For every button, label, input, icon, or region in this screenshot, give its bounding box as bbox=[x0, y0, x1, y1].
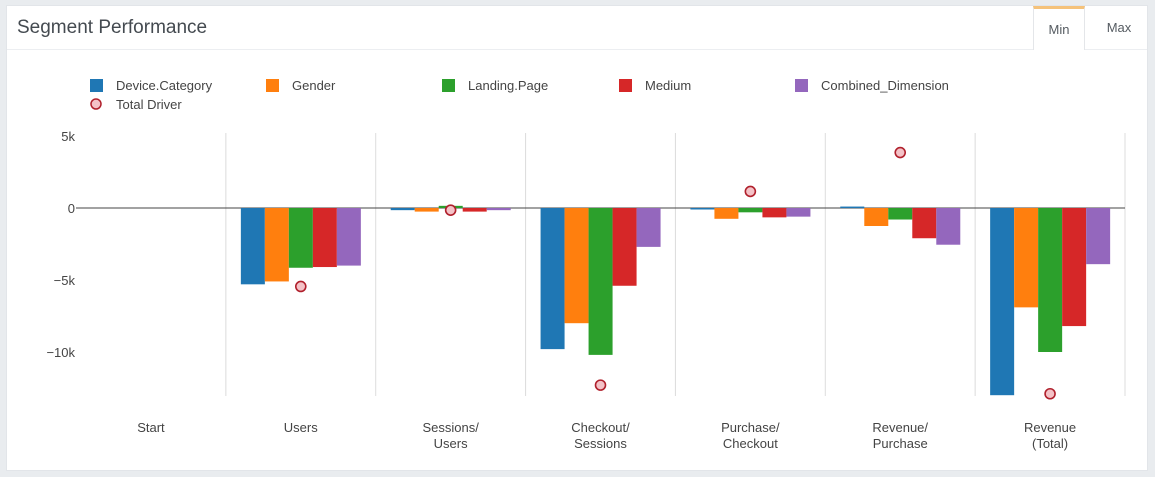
bar bbox=[486, 208, 511, 211]
legend-label: Total Driver bbox=[116, 97, 182, 112]
legend-marker bbox=[90, 98, 102, 110]
bar bbox=[336, 208, 361, 266]
total-driver-point bbox=[294, 280, 307, 293]
total-driver-point bbox=[744, 185, 757, 198]
x-tick-label: Users bbox=[284, 420, 318, 435]
legend-swatch bbox=[619, 79, 632, 92]
legend-swatch bbox=[266, 79, 279, 92]
x-axis: Start Users Sessions/Users Checkout/Session… bbox=[137, 420, 1076, 451]
bar bbox=[540, 208, 565, 350]
y-axis: 5k 0 −5k −10k bbox=[46, 129, 75, 360]
x-tick-label: Revenue/Purchase bbox=[872, 420, 928, 451]
legend-label: Combined_Dimension bbox=[821, 78, 949, 93]
bar bbox=[288, 208, 313, 268]
bar bbox=[738, 208, 763, 213]
bars bbox=[240, 205, 1111, 396]
panel-header: Segment Performance Min Max bbox=[7, 6, 1147, 50]
total-driver-point bbox=[894, 146, 907, 159]
y-tick-label: −10k bbox=[46, 345, 75, 360]
bar bbox=[588, 208, 613, 355]
tab-min[interactable]: Min bbox=[1033, 6, 1085, 50]
bar bbox=[240, 208, 265, 285]
bar bbox=[414, 208, 439, 212]
bar bbox=[990, 208, 1015, 396]
bar bbox=[564, 208, 589, 324]
x-tick-label: Checkout/Sessions bbox=[571, 420, 630, 451]
legend-label: Landing.Page bbox=[468, 78, 548, 93]
panel-title: Segment Performance bbox=[17, 17, 208, 38]
bar bbox=[390, 208, 415, 211]
bar bbox=[1014, 208, 1039, 308]
x-tick-label: Start bbox=[137, 420, 165, 435]
x-tick-label: Purchase/Checkout bbox=[721, 420, 780, 451]
legend-label: Device.Category bbox=[116, 78, 213, 93]
total-driver-markers bbox=[294, 146, 1056, 400]
legend-swatch bbox=[795, 79, 808, 92]
y-tick-label: −5k bbox=[54, 273, 76, 288]
bar bbox=[690, 208, 715, 210]
bar bbox=[312, 208, 337, 268]
bar bbox=[840, 206, 865, 209]
y-tick-label: 0 bbox=[68, 201, 75, 216]
bar bbox=[264, 208, 289, 282]
bar bbox=[786, 208, 811, 217]
total-driver-point bbox=[444, 204, 457, 216]
bar bbox=[864, 208, 889, 226]
x-tick-label: Revenue (Total) bbox=[1024, 420, 1076, 451]
y-tick-label: 5k bbox=[61, 129, 75, 144]
bar bbox=[1038, 208, 1063, 352]
legend-label: Gender bbox=[292, 78, 336, 93]
bar bbox=[888, 208, 913, 220]
bar bbox=[612, 208, 637, 286]
legend-swatch bbox=[442, 79, 455, 92]
bar bbox=[912, 208, 937, 239]
bar bbox=[462, 208, 487, 212]
bar bbox=[636, 208, 661, 247]
x-tick-label: Sessions/Users bbox=[422, 420, 479, 451]
legend: Device.Category Gender Landing.Page Medium C… bbox=[90, 78, 949, 112]
bar bbox=[936, 208, 961, 245]
bar bbox=[1062, 208, 1087, 327]
tab-max[interactable]: Max bbox=[1106, 20, 1132, 35]
legend-label: Medium bbox=[645, 78, 691, 93]
bar bbox=[714, 208, 739, 219]
total-driver-point bbox=[1044, 387, 1056, 400]
bar bbox=[762, 208, 787, 218]
bar bbox=[1086, 208, 1111, 265]
legend-swatch bbox=[90, 79, 103, 92]
total-driver-point bbox=[594, 379, 607, 391]
